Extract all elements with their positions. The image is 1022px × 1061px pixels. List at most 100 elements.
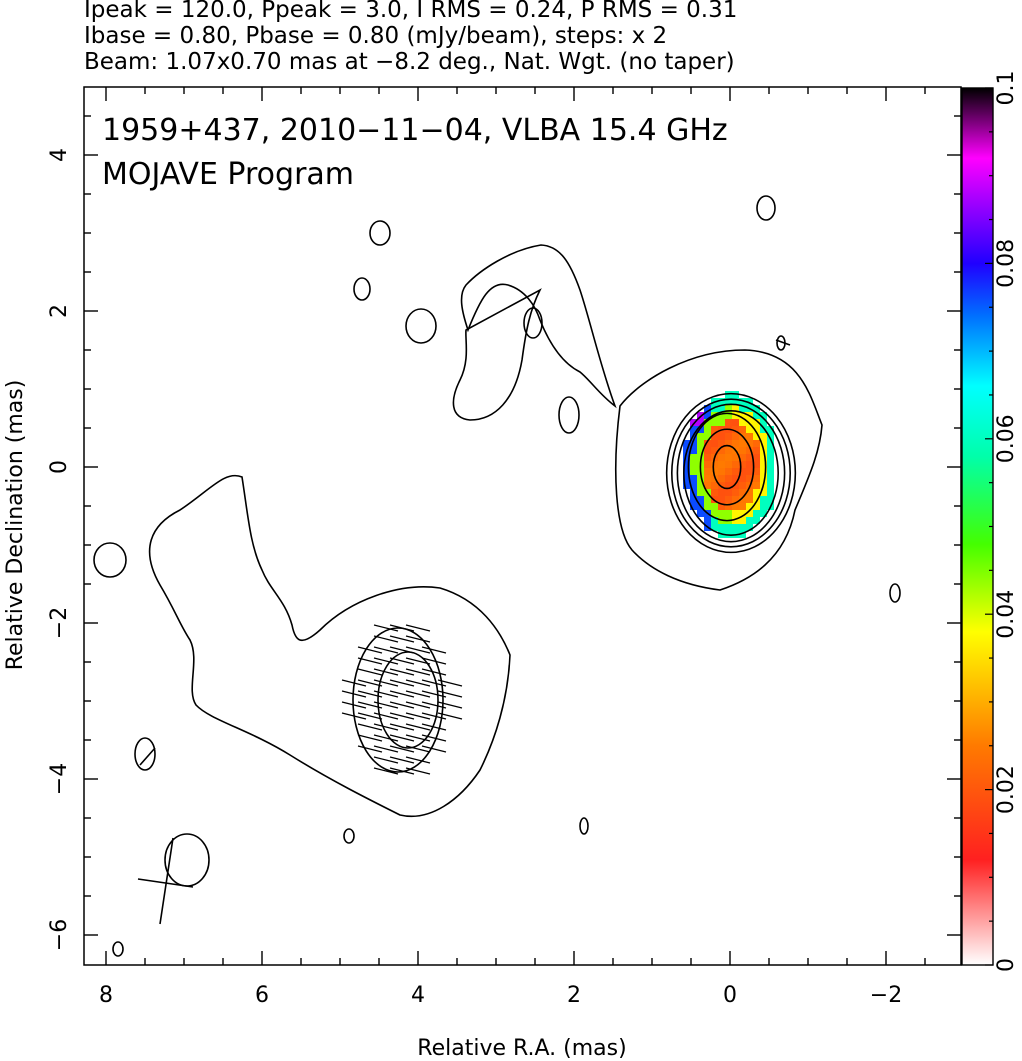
pol-pixel — [697, 440, 704, 447]
blob-contour — [756, 195, 776, 221]
pol-pixel — [725, 454, 732, 461]
pol-pixel — [760, 475, 767, 482]
pol-pixel — [690, 461, 697, 468]
y-axis-label: Relative Declination (mas) — [3, 380, 28, 671]
y-tick-label: −4 — [47, 763, 72, 795]
pol-pixel — [739, 398, 746, 405]
pol-pixel — [683, 475, 690, 482]
evpa-vector — [357, 657, 383, 665]
evpa-vector — [357, 712, 383, 720]
pol-pixel — [739, 482, 746, 489]
y-tick-label: 2 — [47, 304, 72, 318]
evpa-vector — [341, 690, 367, 698]
evpa-vector — [437, 690, 463, 698]
contours — [93, 195, 901, 957]
pol-pixel — [739, 454, 746, 461]
pol-pixel — [697, 447, 704, 454]
evpa-vector — [357, 668, 383, 676]
pol-pixel — [697, 482, 704, 489]
pol-pixel — [697, 510, 704, 517]
core-contour — [699, 428, 755, 506]
knot-contour-2 — [352, 627, 444, 773]
evpa-vector — [389, 646, 415, 654]
pol-pixel — [711, 426, 718, 433]
pol-pixel — [746, 524, 753, 531]
x-axis-label: Relative R.A. (mas) — [417, 1036, 626, 1061]
colorbar — [961, 87, 994, 966]
pol-pixel — [704, 440, 711, 447]
evpa-vector — [373, 756, 399, 764]
evpa-vector — [421, 734, 447, 742]
pol-pixel — [718, 489, 725, 496]
pol-pixel — [704, 461, 711, 468]
pol-pixel — [704, 503, 711, 510]
pol-pixel — [718, 447, 725, 454]
pol-pixel — [725, 475, 732, 482]
evpa-vector — [405, 679, 431, 687]
pol-pixel — [718, 510, 725, 517]
pol-pixel — [718, 433, 725, 440]
pol-pixel — [739, 517, 746, 524]
pol-pixel — [711, 482, 718, 489]
y-tick-label: 4 — [47, 148, 72, 162]
pol-pixel — [760, 510, 767, 517]
pol-pixel — [725, 405, 732, 412]
pol-pixel — [753, 440, 760, 447]
evpa-vector — [373, 734, 399, 742]
plot-frame — [83, 86, 962, 966]
pol-pixel — [683, 440, 690, 447]
evpa-vector — [421, 690, 447, 698]
pol-pixel — [746, 475, 753, 482]
evpa-vector — [421, 745, 447, 753]
lobe-outer-contour — [148, 474, 511, 818]
jet-outer-contour — [460, 244, 823, 591]
evpa-vector — [437, 712, 463, 720]
pol-pixel — [690, 419, 697, 426]
pol-pixel — [718, 440, 725, 447]
pol-pixel — [753, 475, 760, 482]
pol-pixel — [697, 419, 704, 426]
pol-pixel — [718, 482, 725, 489]
pol-pixel — [767, 482, 774, 489]
core-contour — [687, 412, 767, 522]
colorbar-tick-label: 0.1 — [994, 71, 1019, 106]
knot-contour-1 — [377, 651, 439, 749]
evpa-vector — [405, 701, 431, 709]
pol-pixel — [760, 496, 767, 503]
pol-pixel — [704, 468, 711, 475]
pol-pixel — [732, 419, 739, 426]
pol-pixel — [711, 447, 718, 454]
evpa-vector — [389, 668, 415, 676]
pol-pixel — [739, 524, 746, 531]
blob-contour — [523, 307, 543, 339]
evpa-vector — [421, 646, 447, 654]
pol-pixel — [767, 496, 774, 503]
evpa-vector — [405, 690, 431, 698]
pol-pixel — [739, 440, 746, 447]
pol-pixel — [753, 496, 760, 503]
evpa-vector — [159, 837, 174, 925]
evpa-vector — [389, 723, 415, 731]
pol-pixel — [704, 482, 711, 489]
pol-pixel — [753, 482, 760, 489]
pol-pixel — [739, 510, 746, 517]
evpa-vector — [389, 756, 415, 764]
pol-pixel — [725, 440, 732, 447]
evpa-vector — [421, 723, 447, 731]
axis-tick-labels: 8 6 4 2 0 −2 4 2 0 −2 −4 −6 — [47, 148, 902, 1008]
x-tick-label: −2 — [870, 983, 902, 1008]
pol-pixel — [690, 426, 697, 433]
pol-pixel — [725, 482, 732, 489]
blob-contour — [93, 542, 127, 578]
pol-pixel — [739, 503, 746, 510]
pol-pixel — [753, 405, 760, 412]
evpa-vector — [405, 723, 431, 731]
evpa-vector — [373, 701, 399, 709]
pol-pixel — [711, 517, 718, 524]
pol-pixel — [718, 524, 725, 531]
pol-pixel — [732, 461, 739, 468]
pol-pixel — [760, 412, 767, 419]
evpa-vector — [341, 679, 367, 687]
pol-pixel — [711, 524, 718, 531]
core-contour — [683, 409, 779, 537]
